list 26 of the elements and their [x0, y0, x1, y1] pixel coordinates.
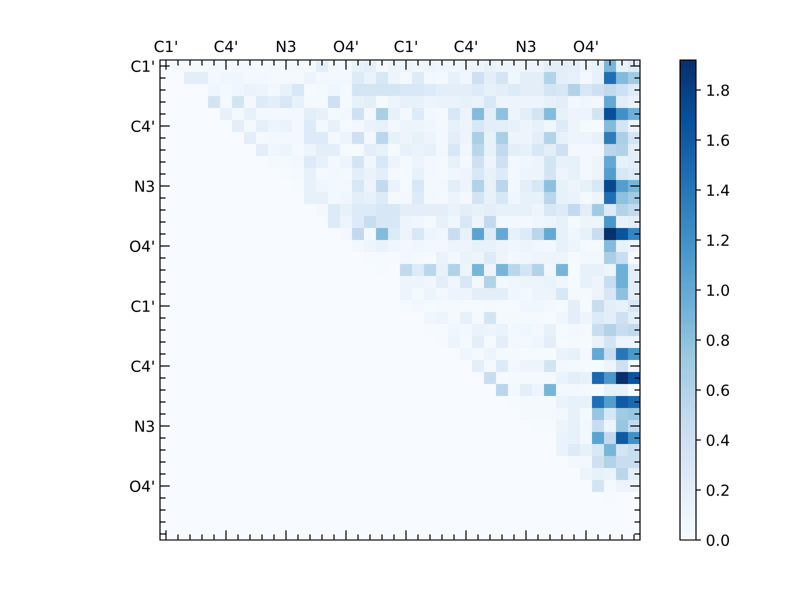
x-tick-label: N3 [276, 40, 296, 52]
x-tick-label: C1' [154, 40, 177, 52]
color-bar-label: 0.4 [706, 434, 730, 446]
color-bar-label: 1.4 [707, 184, 730, 196]
x-tick-label: O4' [574, 40, 598, 52]
y-tick-label: N3 [135, 420, 154, 432]
y-tick-label: C4' [131, 120, 154, 132]
y-tick-label: N3 [135, 180, 154, 192]
x-tick-label: N3 [516, 40, 536, 52]
y-tick-label: C1' [131, 300, 154, 312]
color-bar-label: 0.8 [706, 334, 729, 346]
y-tick-label: C1' [131, 60, 154, 72]
y-tick-label: C4' [131, 360, 154, 372]
x-tick-label: C4' [454, 40, 477, 52]
color-bar-label: 1.2 [707, 234, 728, 246]
color-bar-label: 1.6 [707, 134, 730, 146]
color-bar-label: 1.0 [707, 284, 730, 296]
color-bar-label: 1.8 [707, 84, 729, 96]
x-tick-label: C4' [214, 40, 237, 52]
color-bar-label: 0.6 [706, 384, 730, 396]
y-tick-label: O4' [130, 480, 154, 492]
color-bar-label: 0.0 [706, 534, 730, 546]
color-bar-label: 0.2 [706, 484, 728, 496]
y-tick-label: O4' [130, 240, 154, 252]
x-tick-label: C1' [394, 40, 417, 52]
x-tick-label: O4' [334, 40, 358, 52]
